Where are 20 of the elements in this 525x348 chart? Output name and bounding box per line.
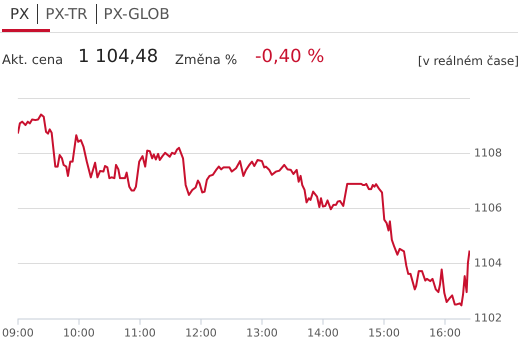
x-tick-label: 10:00 [63, 326, 95, 340]
y-tick-label: 1104 [474, 256, 502, 270]
y-tick-label: 1108 [474, 146, 502, 160]
text: [v reálném čase] [418, 53, 519, 70]
x-tick-label: 13:00 [246, 326, 278, 340]
x-tick-label: 15:00 [368, 326, 400, 340]
text: 1 104,48 [78, 46, 158, 68]
text: -0,40 % [255, 46, 324, 68]
text: Akt. cena [2, 52, 64, 70]
x-tick-label: 12:00 [185, 326, 217, 340]
y-tick-label: 1106 [474, 202, 502, 215]
chart-title: PX [10, 4, 30, 24]
x-tick-label: 16:00 [429, 326, 461, 340]
x-tick-label: 09:00 [2, 326, 34, 340]
x-tick-label: 11:00 [124, 326, 156, 340]
y-tick-label: 1102 [474, 312, 502, 325]
text: Změna % [175, 52, 238, 70]
x-tick-label: 14:00 [307, 326, 339, 340]
text: PX-GLOB [104, 4, 170, 24]
text: PX-TR [45, 4, 88, 24]
